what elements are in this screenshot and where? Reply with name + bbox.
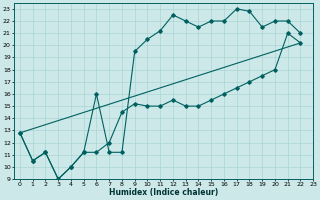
X-axis label: Humidex (Indice chaleur): Humidex (Indice chaleur) [109,188,218,197]
